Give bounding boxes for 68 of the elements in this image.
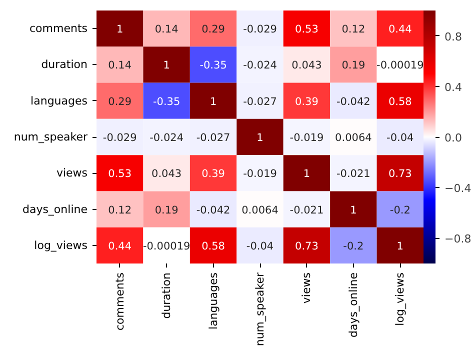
data-label: 0.73	[295, 240, 318, 252]
data-label: 0.39	[295, 96, 318, 108]
x-tick-label: days_online	[346, 272, 360, 338]
data-label: -0.2	[343, 240, 364, 252]
data-label: 0.29	[202, 24, 225, 36]
data-label: -0.042	[336, 96, 370, 108]
color-bar-label: 0.8	[444, 30, 462, 44]
data-label: -0.00019	[376, 60, 424, 72]
x-tick-label: views	[300, 272, 314, 304]
data-label: -0.027	[243, 96, 277, 108]
y-tick-label: comments	[30, 22, 88, 36]
data-label: 1	[116, 24, 124, 36]
data-label: -0.019	[290, 132, 324, 144]
data-label: -0.00019	[142, 240, 190, 252]
data-label: -0.042	[196, 204, 230, 216]
y-tick-label: log_views	[34, 238, 88, 252]
x-tick-label: comments	[113, 272, 126, 330]
color-bar-label: −0.8	[444, 232, 472, 246]
data-label: -0.04	[246, 240, 274, 252]
x-tick-label: log_views	[394, 272, 407, 326]
color-bar-label: −0.4	[444, 182, 472, 196]
data-label: -0.04	[386, 132, 414, 144]
data-label: 0.29	[108, 96, 132, 108]
data-label: 0.44	[108, 240, 132, 252]
data-label: 0.44	[388, 24, 412, 36]
data-label: -0.024	[150, 132, 184, 144]
data-label: -0.35	[152, 96, 180, 108]
y-tick-label: views	[56, 166, 88, 180]
data-label: 0.73	[388, 168, 412, 180]
data-label: 0.12	[342, 24, 366, 36]
x-tick-label: duration	[160, 272, 174, 319]
data-label: -0.029	[243, 24, 277, 36]
y-tick-label: duration	[41, 58, 88, 72]
data-label: -0.029	[102, 132, 137, 144]
data-label: 0.53	[108, 168, 132, 180]
y-tick-label: num_speaker	[14, 130, 88, 144]
x-tick-label: num_speaker	[254, 272, 266, 346]
data-label: 0.58	[388, 96, 412, 108]
data-label: 1	[163, 60, 170, 72]
color-bar-label: 0.4	[444, 80, 462, 94]
y-tick-label: languages	[30, 94, 88, 108]
data-label: -0.027	[196, 132, 230, 144]
data-label: 0.043	[292, 60, 322, 72]
data-label: 0.53	[295, 24, 318, 36]
data-label: 0.14	[154, 24, 179, 36]
x-tick-label: languages	[206, 272, 220, 330]
data-label: 0.043	[152, 168, 182, 180]
data-label: 0.19	[154, 204, 178, 216]
data-label: 1	[303, 168, 310, 180]
data-label: -0.021	[290, 204, 324, 216]
data-label: -0.2	[390, 204, 410, 216]
y-tick-label: days_online	[22, 202, 88, 216]
data-label: -0.024	[243, 60, 278, 72]
data-label: 0.12	[108, 204, 132, 216]
data-label: -0.35	[200, 60, 227, 72]
data-label: 1	[396, 240, 404, 252]
data-label: 0.14	[108, 60, 132, 72]
data-label: 0.58	[202, 240, 225, 252]
data-label: 1	[210, 96, 217, 108]
data-label: 0.0064	[335, 132, 372, 144]
data-label: 0.0064	[242, 204, 279, 216]
data-label: 0.19	[342, 60, 366, 72]
color-bar-label: 0.0	[444, 132, 462, 144]
data-label: -0.021	[336, 168, 370, 180]
data-label: 1	[350, 204, 357, 216]
data-label: -0.019	[243, 168, 277, 180]
data-label: 1	[256, 132, 264, 144]
data-label: 0.39	[202, 168, 225, 180]
